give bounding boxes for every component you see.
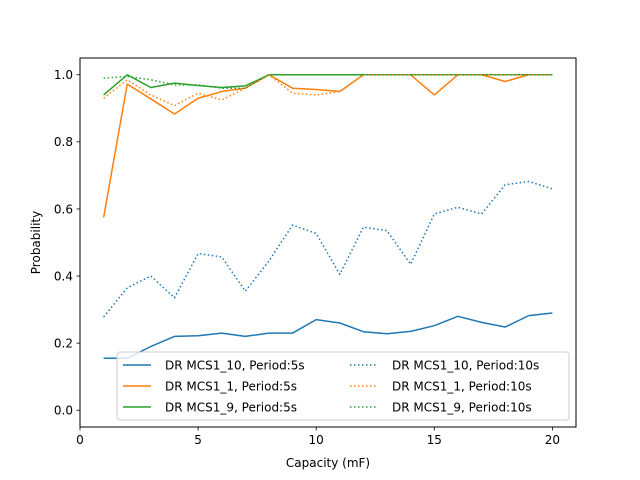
series-line-6 xyxy=(103,74,553,89)
x-tick-label: 10 xyxy=(309,433,324,447)
y-axis: 0.0 0.2 0.4 0.6 0.8 1.0 xyxy=(54,68,80,418)
y-tick-label: 1.0 xyxy=(54,68,73,82)
x-axis-label: Capacity (mF) xyxy=(286,456,370,470)
legend-label: DR MCS1_1, Period:5s xyxy=(165,380,297,394)
y-tick-label: 0.0 xyxy=(54,404,73,418)
legend-box xyxy=(116,351,570,421)
plot-frame xyxy=(79,57,577,428)
legend-label: DR MCS1_9, Period:10s xyxy=(392,401,532,415)
x-tick-label: 15 xyxy=(427,433,442,447)
legend-label: DR MCS1_10, Period:5s xyxy=(165,359,305,373)
legend: DR MCS1_10, Period:5s DR MCS1_1, Period:5… xyxy=(116,351,570,421)
y-tick-label: 0.8 xyxy=(54,135,73,149)
legend-label: DR MCS1_10, Period:10s xyxy=(392,359,539,373)
legend-label: DR MCS1_9, Period:5s xyxy=(165,401,297,415)
y-tick-label: 0.2 xyxy=(54,336,73,350)
series-line-1 xyxy=(103,312,553,359)
x-tick-label: 20 xyxy=(545,433,560,447)
y-tick-label: 0.4 xyxy=(54,269,73,283)
y-axis-label: Probability xyxy=(29,211,43,274)
series-layer xyxy=(102,74,553,359)
x-tick-label: 0 xyxy=(76,433,84,447)
y-tick-label: 0.6 xyxy=(54,202,73,216)
series-line-4 xyxy=(103,180,553,318)
series-line-5 xyxy=(103,74,553,107)
x-tick-label: 5 xyxy=(194,433,202,447)
x-axis: 0 5 10 15 20 xyxy=(76,427,560,447)
legend-label: DR MCS1_1, Period:10s xyxy=(392,380,532,394)
